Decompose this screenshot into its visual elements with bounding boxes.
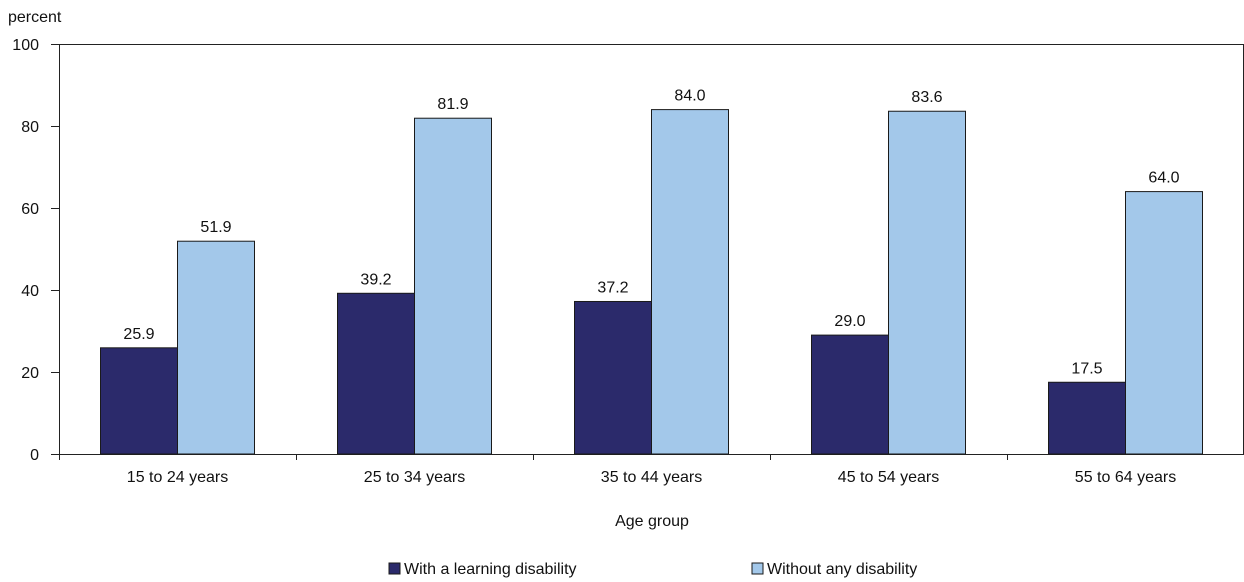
bar-without-any-disability — [651, 109, 729, 455]
y-tick-label: 100 — [12, 37, 39, 54]
legend-label: Without any disability — [767, 561, 917, 578]
data-label: 17.5 — [1071, 360, 1102, 377]
legend-swatch — [751, 562, 764, 575]
data-label: 25.9 — [123, 326, 154, 343]
legend-label: With a learning disability — [404, 561, 577, 578]
bar-series — [100, 109, 1203, 455]
bar-with-learning-disability — [1048, 381, 1126, 455]
legend: With a learning disability Without any di… — [388, 561, 917, 578]
x-tick-label: 25 to 34 years — [364, 469, 465, 486]
bar-with-learning-disability — [574, 300, 652, 455]
legend-item: Without any disability — [751, 561, 917, 578]
bar-with-learning-disability — [337, 292, 415, 455]
data-label: 37.2 — [597, 279, 628, 296]
y-tick-label: 40 — [21, 283, 39, 300]
data-label: 81.9 — [437, 96, 468, 113]
bar-without-any-disability — [177, 240, 255, 455]
data-label: 29.0 — [834, 313, 865, 330]
data-label: 51.9 — [200, 219, 231, 236]
bar-with-learning-disability — [100, 347, 178, 455]
data-label: 84.0 — [674, 88, 705, 105]
y-tick-label: 60 — [21, 201, 39, 218]
legend-swatch — [388, 562, 401, 575]
bar-without-any-disability — [414, 117, 492, 455]
x-axis-title: Age group — [615, 513, 689, 530]
y-axis: 0 20 40 60 80 100 — [12, 37, 59, 464]
data-label: 39.2 — [360, 271, 391, 288]
y-tick-label: 20 — [21, 365, 39, 382]
y-tick-label: 80 — [21, 119, 39, 136]
legend-item: With a learning disability — [388, 561, 577, 578]
x-axis: 15 to 24 years 25 to 34 years 35 to 44 yea… — [59, 454, 1176, 486]
x-tick-label: 55 to 64 years — [1075, 469, 1176, 486]
x-tick-label: 15 to 24 years — [127, 469, 228, 486]
data-labels: 25.9 51.9 39.2 81.9 37.2 84.0 29.0 83.6 17.5 64.0 — [123, 88, 1179, 378]
y-axis-title: percent — [8, 9, 62, 26]
y-tick-label: 0 — [30, 447, 39, 464]
bar-without-any-disability — [888, 110, 966, 455]
x-tick-label: 35 to 44 years — [601, 469, 702, 486]
bar-without-any-disability — [1125, 191, 1203, 455]
bar-with-learning-disability — [811, 334, 889, 455]
x-tick-label: 45 to 54 years — [838, 469, 939, 486]
data-label: 64.0 — [1148, 170, 1179, 187]
data-label: 83.6 — [911, 89, 942, 106]
